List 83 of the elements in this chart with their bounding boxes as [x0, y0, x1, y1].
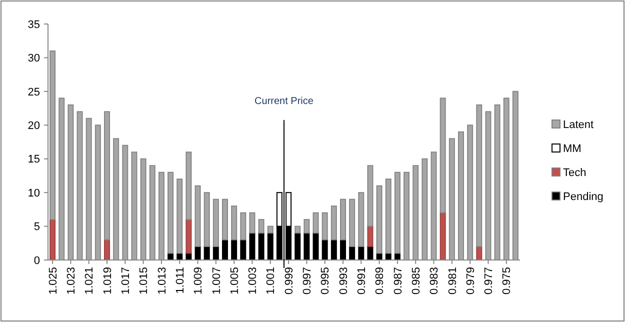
bar	[50, 219, 56, 260]
bar	[440, 212, 446, 260]
bar	[186, 152, 192, 220]
bar	[258, 232, 264, 260]
x-tick-label: 1.021	[84, 267, 96, 295]
bar	[312, 232, 319, 260]
bar	[294, 226, 301, 234]
bar	[168, 172, 174, 254]
x-tick-label: 0.983	[428, 267, 441, 295]
x-tick-label: 1.009	[192, 267, 205, 295]
y-tick-label: 0	[34, 254, 40, 267]
x-tick-label: 1.013	[156, 267, 168, 295]
x-tick-label: 0.981	[446, 267, 459, 295]
bar	[204, 192, 210, 248]
x-tick-label: 0.987	[392, 267, 404, 295]
legend-label: Latent	[563, 118, 594, 131]
y-tick-label: 5	[34, 221, 40, 234]
bar	[267, 232, 274, 260]
legend-label: Pending	[563, 190, 604, 203]
x-tick-label: 1.011	[174, 267, 186, 294]
x-tick-label: 1.005	[228, 267, 241, 295]
bar	[240, 212, 246, 240]
bar	[186, 219, 192, 254]
bar	[330, 239, 337, 260]
x-tick-label: 1.025	[47, 267, 60, 295]
x-tick-label: 0.975	[501, 267, 514, 295]
x-tick-label: 1.023	[66, 267, 78, 295]
bar	[176, 178, 183, 254]
y-tick-label: 15	[28, 154, 40, 166]
bar	[340, 239, 346, 260]
legend-label: Tech	[563, 166, 586, 179]
bar	[394, 172, 400, 254]
bar	[440, 98, 446, 214]
bar	[194, 185, 201, 248]
y-tick-label: 10	[28, 187, 40, 200]
bar	[312, 212, 319, 234]
bar	[367, 226, 374, 248]
bar	[322, 212, 328, 240]
y-tick-label: 35	[28, 18, 40, 31]
bar	[376, 185, 382, 254]
x-tick-label: 1.019	[102, 267, 114, 295]
x-tick-label: 0.995	[320, 267, 332, 295]
legend-label: MM	[563, 142, 582, 155]
x-tick-label: 0.989	[374, 267, 386, 295]
bar	[222, 198, 228, 240]
x-tick-label: 1.003	[247, 267, 260, 295]
bar	[104, 239, 110, 260]
x-tick-label: 0.985	[410, 267, 422, 295]
bar	[349, 198, 356, 248]
bar	[249, 232, 256, 260]
bar	[304, 219, 310, 234]
bar	[367, 165, 374, 227]
ref-line-label: Current Price	[254, 96, 314, 107]
bar	[267, 226, 274, 234]
bar	[340, 198, 346, 240]
bar	[240, 239, 246, 260]
bar	[330, 206, 337, 240]
y-tick-label: 25	[28, 86, 40, 98]
y-tick-label: 20	[28, 120, 40, 132]
x-tick-label: 0.993	[338, 267, 350, 295]
bar	[231, 239, 238, 260]
x-tick-label: 1.007	[210, 267, 223, 295]
x-tick-label: 0.979	[464, 267, 477, 295]
bar	[385, 178, 392, 254]
x-tick-label: 0.977	[483, 267, 496, 295]
bar	[249, 212, 256, 234]
bar	[104, 111, 110, 240]
x-tick-label: 1.015	[138, 267, 150, 295]
bar	[294, 232, 301, 260]
bar	[476, 104, 482, 248]
bar	[231, 206, 238, 240]
x-tick-label: 0.997	[302, 267, 314, 295]
x-tick-label: 1.017	[120, 267, 132, 295]
bar	[212, 198, 219, 248]
x-tick-label: 0.991	[356, 267, 368, 295]
x-tick-label: 1.001	[265, 267, 278, 295]
x-tick-label: 0.999	[283, 267, 296, 295]
bar	[222, 239, 228, 260]
y-tick-label: 30	[28, 52, 40, 65]
bar	[258, 219, 264, 234]
bar	[304, 232, 310, 260]
bar	[322, 239, 328, 260]
bar	[358, 192, 364, 248]
